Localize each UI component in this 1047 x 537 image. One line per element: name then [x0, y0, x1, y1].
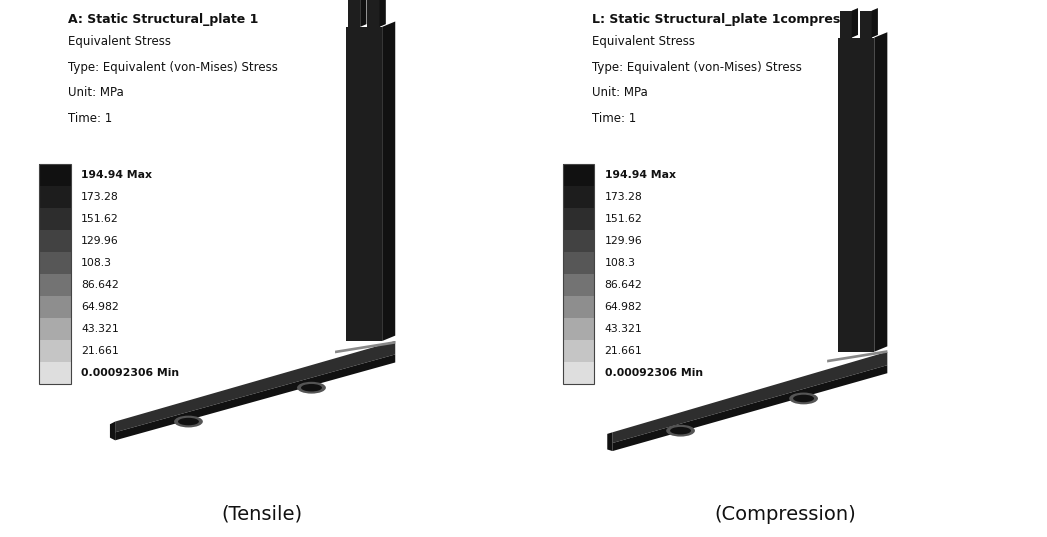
Polygon shape: [861, 11, 871, 38]
Text: 108.3: 108.3: [82, 258, 112, 268]
Bar: [563, 296, 595, 318]
Bar: [563, 208, 595, 230]
Text: 151.62: 151.62: [82, 214, 119, 224]
Bar: [39, 296, 70, 318]
Text: Time: 1: Time: 1: [592, 112, 636, 125]
Bar: [39, 208, 70, 230]
Ellipse shape: [794, 395, 815, 402]
Bar: [563, 186, 595, 208]
Bar: [563, 164, 595, 384]
Bar: [563, 318, 595, 340]
Text: Unit: MPa: Unit: MPa: [592, 86, 647, 99]
Text: Type: Equivalent (von-Mises) Stress: Type: Equivalent (von-Mises) Stress: [68, 61, 277, 74]
Bar: [39, 230, 70, 252]
Text: Equivalent Stress: Equivalent Stress: [592, 35, 694, 48]
Ellipse shape: [789, 393, 818, 404]
Text: Type: Equivalent (von-Mises) Stress: Type: Equivalent (von-Mises) Stress: [592, 61, 801, 74]
Polygon shape: [827, 350, 887, 362]
Text: 129.96: 129.96: [605, 236, 643, 246]
Polygon shape: [840, 11, 852, 38]
Ellipse shape: [670, 427, 691, 434]
Bar: [563, 230, 595, 252]
Text: Time: 1: Time: 1: [68, 112, 112, 125]
Ellipse shape: [300, 384, 322, 391]
Text: 86.642: 86.642: [605, 280, 643, 290]
Bar: [563, 274, 595, 296]
Text: 151.62: 151.62: [605, 214, 643, 224]
Text: A: Static Structural_plate 1: A: Static Structural_plate 1: [68, 13, 259, 26]
Bar: [39, 362, 70, 384]
Text: 64.982: 64.982: [82, 302, 119, 312]
Polygon shape: [115, 354, 396, 440]
Polygon shape: [838, 38, 874, 352]
Polygon shape: [360, 0, 366, 27]
Bar: [563, 252, 595, 274]
Bar: [39, 164, 70, 384]
Text: Equivalent Stress: Equivalent Stress: [68, 35, 171, 48]
Polygon shape: [346, 27, 382, 341]
Text: 43.321: 43.321: [82, 324, 119, 334]
Text: 21.661: 21.661: [605, 346, 643, 356]
Text: 173.28: 173.28: [605, 192, 643, 202]
Polygon shape: [110, 422, 115, 440]
Text: 21.661: 21.661: [82, 346, 119, 356]
Text: 0.00092306 Min: 0.00092306 Min: [605, 368, 703, 378]
Bar: [39, 318, 70, 340]
Bar: [852, 11, 861, 38]
Text: (Compression): (Compression): [714, 505, 856, 524]
Text: L: Static Structural_plate 1compression: L: Static Structural_plate 1compression: [592, 13, 869, 26]
Polygon shape: [874, 32, 887, 352]
Polygon shape: [367, 0, 379, 27]
Polygon shape: [115, 341, 396, 432]
Polygon shape: [612, 352, 887, 443]
Text: (Tensile): (Tensile): [221, 505, 303, 524]
Bar: [563, 362, 595, 384]
Text: 43.321: 43.321: [605, 324, 643, 334]
Text: 0.00092306 Min: 0.00092306 Min: [82, 368, 179, 378]
Polygon shape: [852, 8, 857, 38]
Bar: [39, 340, 70, 362]
Bar: [39, 186, 70, 208]
Polygon shape: [382, 21, 396, 341]
Bar: [39, 164, 70, 186]
Bar: [563, 164, 595, 186]
Text: 86.642: 86.642: [82, 280, 119, 290]
Polygon shape: [348, 0, 360, 27]
Bar: [360, 0, 367, 27]
Polygon shape: [871, 8, 877, 38]
Bar: [563, 340, 595, 362]
Ellipse shape: [297, 382, 326, 394]
Text: 194.94 Max: 194.94 Max: [82, 170, 152, 180]
Text: 64.982: 64.982: [605, 302, 643, 312]
Ellipse shape: [174, 416, 203, 427]
Text: 194.94 Max: 194.94 Max: [605, 170, 675, 180]
Polygon shape: [379, 0, 385, 27]
Text: 129.96: 129.96: [82, 236, 119, 246]
Text: 173.28: 173.28: [82, 192, 119, 202]
Ellipse shape: [666, 425, 695, 437]
Bar: [39, 274, 70, 296]
Bar: [39, 252, 70, 274]
Ellipse shape: [178, 418, 199, 425]
Polygon shape: [335, 341, 396, 353]
Polygon shape: [607, 432, 612, 451]
Text: Unit: MPa: Unit: MPa: [68, 86, 124, 99]
Text: 108.3: 108.3: [605, 258, 636, 268]
Polygon shape: [612, 365, 887, 451]
